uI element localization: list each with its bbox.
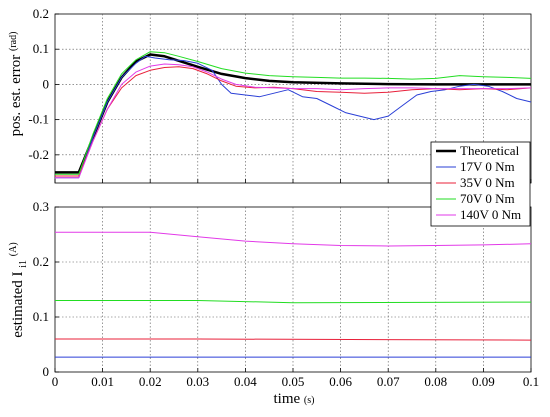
top-series-140v-0-nm [55,63,532,179]
legend-label: 17V 0 Nm [460,159,515,174]
legend-label: Theoretical [460,143,520,158]
x-tick-label: 0.06 [329,374,352,389]
bottom-series-35v-0-nm [55,338,532,341]
top-series-70v-0-nm [55,51,532,175]
legend-box [430,141,531,227]
x-tick-label: 0.03 [186,374,209,389]
x-tick-label: 0.09 [472,374,495,389]
bottom-y-tick-label: 0.3 [33,199,49,214]
bottom-ylabel: estimated I i1 (A) [8,242,30,337]
bottom-panel: 0 0.01 0.02 0.03 0.04 0.05 0.06 0.07 0.08 0.09 0.1… [33,199,539,389]
top-panel: -0.2 -0.1 0 0.1 0.2 [28,6,532,184]
top-y-tick-label: 0.2 [33,6,49,21]
x-tick-label: 0.01 [91,374,114,389]
x-tick-label: 0.08 [424,374,447,389]
top-ylabel-main: pos. est. error [8,55,24,137]
x-axis-label-unit: (s) [304,395,315,406]
bottom-y-tick-label: 0 [43,364,50,379]
legend-label: 70V 0 Nm [460,191,515,206]
top-y-tick-label: -0.2 [28,147,49,162]
legend-label: 35V 0 Nm [460,175,515,190]
x-tick-label: 0.07 [377,374,400,389]
bottom-ylabel-unit: (A) [8,242,19,256]
x-tick-label: 0.1 [523,374,539,389]
bottom-series-70v-0-nm [55,300,532,304]
top-y-tick-label: -0.1 [28,112,49,127]
x-axis-label: time (s) [274,391,315,407]
x-axis-label-main: time [274,391,301,407]
top-y-tick-label: 0 [43,76,50,91]
bottom-ylabel-main: estimated I [10,271,26,337]
bottom-y-tick-label: 0.2 [33,254,49,269]
x-tick-label: 0.02 [139,374,162,389]
top-y-tick-label: 0.1 [33,41,49,56]
x-tick-label: 0.04 [234,374,257,389]
top-ylabel-unit: (rad) [8,32,19,51]
legend-label: 140V 0 Nm [460,207,521,222]
bottom-ylabel-sub: i1 [18,260,29,268]
x-tick-label: 0 [52,374,59,389]
bottom-series-140v-0-nm [55,231,532,247]
x-tick-label: 0.05 [282,374,305,389]
top-ylabel: pos. est. error (rad) [8,32,24,137]
bottom-y-tick-label: 0.1 [33,309,49,324]
